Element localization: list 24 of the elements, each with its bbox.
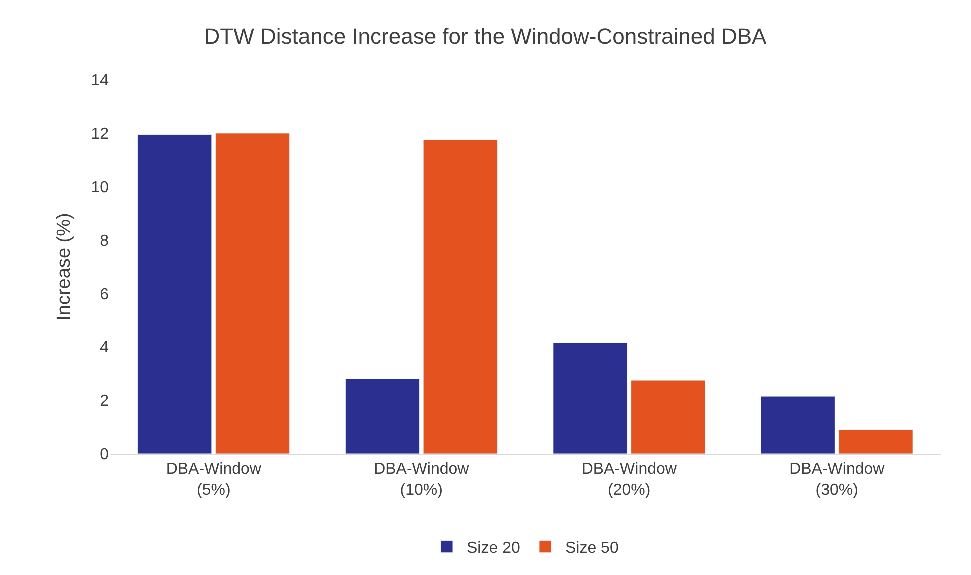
- bar: [138, 134, 212, 454]
- chart-title: DTW Distance Increase for the Window-Constrained DBA: [204, 24, 768, 50]
- legend-label: Size 50: [565, 540, 619, 558]
- bar: [216, 133, 290, 454]
- bar: [345, 378, 420, 454]
- y-tick-label: 14: [91, 72, 110, 90]
- y-tick-label: 10: [91, 179, 110, 196]
- y-tick-label: 4: [100, 340, 110, 357]
- y-tick-label: 8: [100, 232, 110, 250]
- x-tick-label: DBA-Window (20%): [582, 461, 678, 499]
- legend-label: Size 20: [467, 540, 520, 558]
- y-tick-label: 0: [100, 446, 110, 464]
- x-tick-label: DBA-Window (30%): [790, 461, 886, 499]
- y-tick-label: 6: [100, 286, 110, 304]
- y-axis-title: Increase (%): [54, 213, 76, 321]
- bar: [553, 342, 628, 454]
- bar: [838, 430, 914, 454]
- x-tick-label: DBA-Window (10%): [374, 461, 470, 499]
- bar: [760, 396, 836, 454]
- y-tick-label: 2: [100, 393, 110, 410]
- x-tick-label: DBA-Window (5%): [166, 461, 262, 499]
- bar: [631, 380, 706, 454]
- bar: [423, 140, 498, 454]
- y-tick-label: 12: [91, 126, 110, 144]
